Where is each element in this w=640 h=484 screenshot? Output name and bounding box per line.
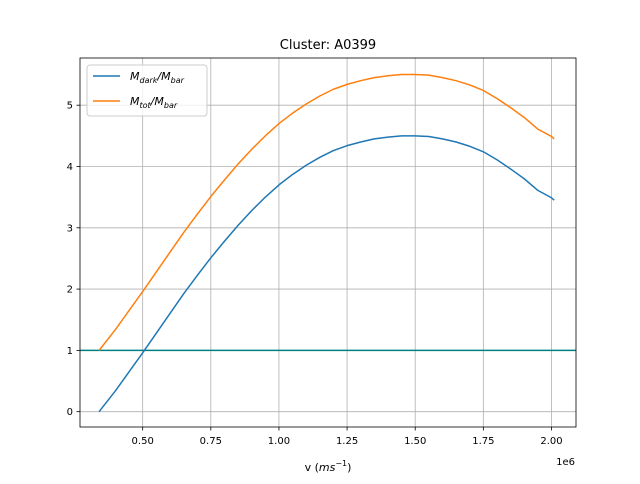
y-tick-label: 1: [67, 346, 73, 357]
x-tick-label: 1.00: [268, 436, 290, 447]
x-axis-label-exponent: −1: [335, 459, 347, 468]
legend-dark-bar: bar: [171, 76, 185, 85]
x-tick-label: 1.25: [336, 436, 358, 447]
y-tick-label: 5: [67, 101, 73, 112]
x-tick-label: 0.50: [132, 436, 154, 447]
x-axis-label-unit: ms: [319, 461, 336, 474]
legend-tot-slash-m: /M: [150, 95, 165, 108]
y-tick-label: 0: [67, 407, 73, 418]
x-tick-label: 1.50: [404, 436, 426, 447]
legend-dark-sub: dark: [140, 76, 158, 85]
legend-tot-m: M: [130, 95, 140, 108]
x-axis-offset-label: 1e6: [556, 457, 575, 468]
legend-tot-bar: bar: [164, 101, 178, 110]
x-tick-label: 2.00: [540, 436, 562, 447]
y-tick-label: 3: [67, 223, 73, 234]
x-tick-label: 0.75: [200, 436, 222, 447]
chart-title: Cluster: A0399: [280, 38, 376, 53]
x-axis-label-prefix: v (: [305, 461, 319, 474]
y-tick-label: 2: [67, 285, 73, 296]
legend: Mdark/Mbar Mtot/Mbar: [87, 65, 207, 116]
legend-dark-slash-m: /M: [156, 70, 171, 83]
x-axis-label-suffix: ): [347, 461, 351, 474]
x-tick-label: 1.75: [472, 436, 494, 447]
y-tick-label: 4: [67, 162, 73, 173]
legend-dark-m: M: [130, 70, 140, 83]
